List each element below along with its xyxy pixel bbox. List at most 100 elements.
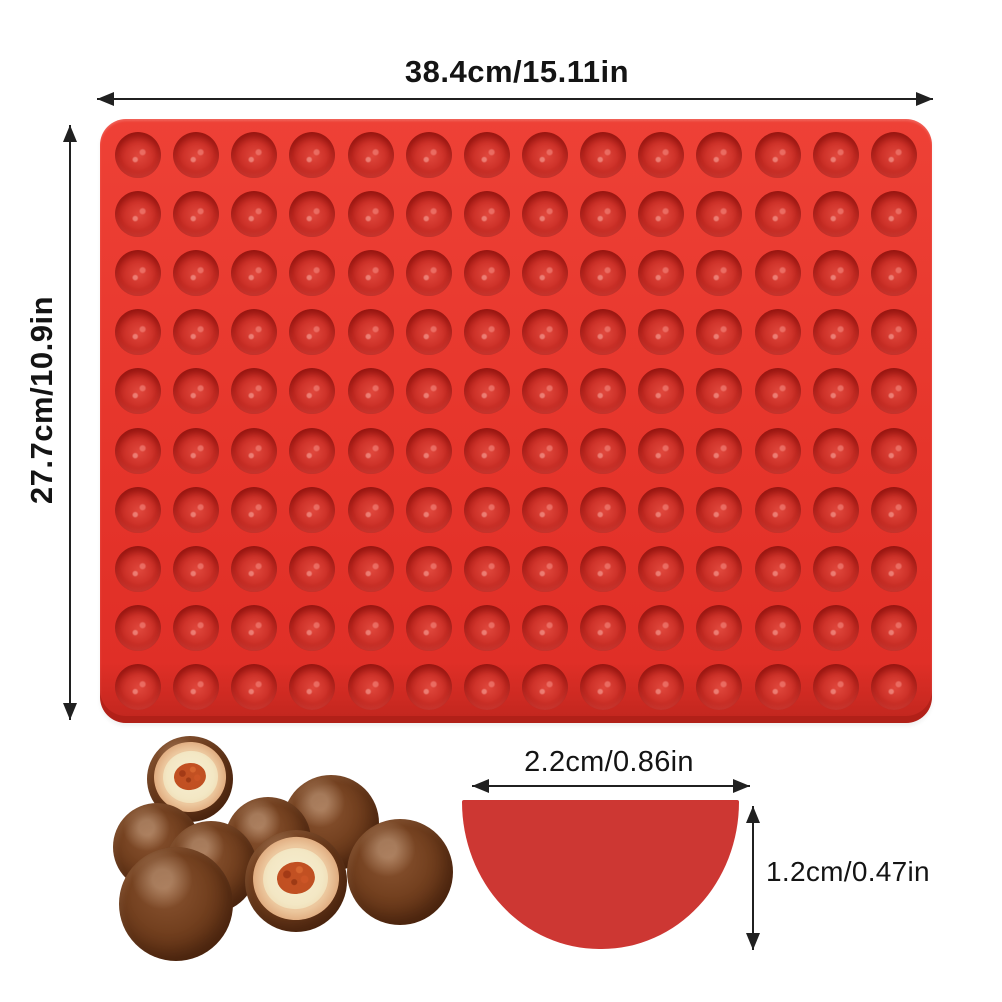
mold-cavity bbox=[638, 545, 685, 592]
mold-height-arrow bbox=[63, 125, 77, 720]
chocolate-ball bbox=[119, 847, 233, 961]
mold-cavity bbox=[870, 604, 917, 651]
mold-cavity bbox=[173, 663, 220, 710]
mold-cavity bbox=[696, 250, 743, 297]
mold-cavity bbox=[115, 427, 161, 474]
cavity-depth-label: 1.2cm/0.47in bbox=[766, 856, 930, 887]
mold-cavity bbox=[812, 604, 859, 651]
mold-cavity bbox=[463, 368, 510, 415]
mold-cavity bbox=[812, 250, 859, 297]
mold-cavity bbox=[115, 191, 161, 238]
mold-cavity bbox=[347, 604, 394, 651]
mold-cavity bbox=[696, 604, 743, 651]
chocolate-cream-layer bbox=[259, 843, 333, 914]
mold-cavity bbox=[289, 663, 336, 710]
mold-cavity-grid bbox=[100, 119, 932, 723]
mold-cavity bbox=[580, 604, 627, 651]
mold-cavity bbox=[521, 368, 568, 415]
chocolate-ball bbox=[347, 819, 453, 925]
mold-cavity bbox=[754, 250, 801, 297]
mold-cavity bbox=[580, 309, 627, 356]
mold-cavity bbox=[521, 663, 568, 710]
mold-cavity bbox=[521, 604, 568, 651]
mold-cavity bbox=[405, 545, 452, 592]
mold-cavity bbox=[405, 604, 452, 651]
mold-cavity bbox=[289, 545, 336, 592]
mold-cavity bbox=[231, 663, 278, 710]
mold-cavity bbox=[231, 486, 278, 533]
mold-cavity bbox=[521, 191, 568, 238]
mold-cavity bbox=[754, 486, 801, 533]
mold-cavity bbox=[754, 545, 801, 592]
mold-cavity bbox=[580, 132, 627, 178]
mold-cavity bbox=[289, 368, 336, 415]
mold-cavity bbox=[173, 604, 220, 651]
mold-cavity bbox=[580, 368, 627, 415]
mold-cavity bbox=[173, 427, 220, 474]
mold-cavity bbox=[115, 663, 161, 710]
mold-cavity bbox=[638, 663, 685, 710]
mold-cavity bbox=[638, 486, 685, 533]
mold-cavity bbox=[638, 132, 685, 178]
mold-cavity bbox=[463, 427, 510, 474]
mold-cavity bbox=[115, 604, 161, 651]
chocolate-balls-photo bbox=[95, 735, 470, 970]
mold-cavity bbox=[231, 545, 278, 592]
mold-cavity bbox=[580, 486, 627, 533]
mold-cavity bbox=[638, 427, 685, 474]
mold-width-arrow bbox=[97, 92, 933, 106]
mold-cavity bbox=[463, 604, 510, 651]
mold-cavity bbox=[870, 368, 917, 415]
mold-cavity bbox=[347, 486, 394, 533]
mold-cavity bbox=[289, 250, 336, 297]
mold-cavity bbox=[463, 486, 510, 533]
mold-cavity bbox=[115, 486, 161, 533]
mold-cavity bbox=[580, 427, 627, 474]
mold-cavity bbox=[289, 427, 336, 474]
mold-cavity bbox=[115, 132, 161, 178]
mold-cavity bbox=[754, 132, 801, 178]
mold-cavity bbox=[696, 663, 743, 710]
mold-cavity bbox=[638, 604, 685, 651]
mold-cavity bbox=[115, 250, 161, 297]
mold-cavity bbox=[521, 132, 568, 178]
mold-cavity bbox=[173, 132, 220, 178]
mold-cavity bbox=[173, 486, 220, 533]
mold-cavity bbox=[289, 309, 336, 356]
mold-cavity bbox=[231, 309, 278, 356]
mold-cavity bbox=[754, 663, 801, 710]
mold-cavity bbox=[812, 309, 859, 356]
mold-cavity bbox=[580, 250, 627, 297]
mold-cavity bbox=[173, 191, 220, 238]
mold-cavity bbox=[347, 427, 394, 474]
mold-cavity bbox=[696, 309, 743, 356]
mold-cavity bbox=[405, 309, 452, 356]
mold-cavity bbox=[463, 250, 510, 297]
mold-cavity bbox=[812, 368, 859, 415]
silicone-mold bbox=[100, 119, 932, 723]
mold-cavity bbox=[812, 486, 859, 533]
mold-cavity bbox=[870, 132, 917, 178]
mold-cavity bbox=[812, 663, 859, 710]
mold-cavity bbox=[173, 545, 220, 592]
mold-cavity bbox=[580, 545, 627, 592]
mold-cavity bbox=[754, 309, 801, 356]
cavity-width-arrow bbox=[472, 779, 750, 793]
mold-cavity bbox=[405, 427, 452, 474]
chocolate-core bbox=[172, 761, 208, 793]
cavity-width-label: 2.2cm/0.86in bbox=[524, 746, 694, 778]
mold-cavity bbox=[870, 191, 917, 238]
chocolate-cream-layer bbox=[159, 747, 221, 807]
mold-cavity bbox=[638, 309, 685, 356]
mold-cavity bbox=[696, 427, 743, 474]
mold-cavity bbox=[115, 545, 161, 592]
mold-cavity bbox=[115, 368, 161, 415]
mold-cavity bbox=[463, 191, 510, 238]
mold-cavity bbox=[696, 368, 743, 415]
mold-cavity bbox=[696, 132, 743, 178]
mold-cavity bbox=[638, 250, 685, 297]
mold-cavity bbox=[405, 132, 452, 178]
mold-cavity bbox=[870, 663, 917, 710]
mold-cavity bbox=[812, 545, 859, 592]
cavity-cross-section bbox=[462, 800, 739, 949]
